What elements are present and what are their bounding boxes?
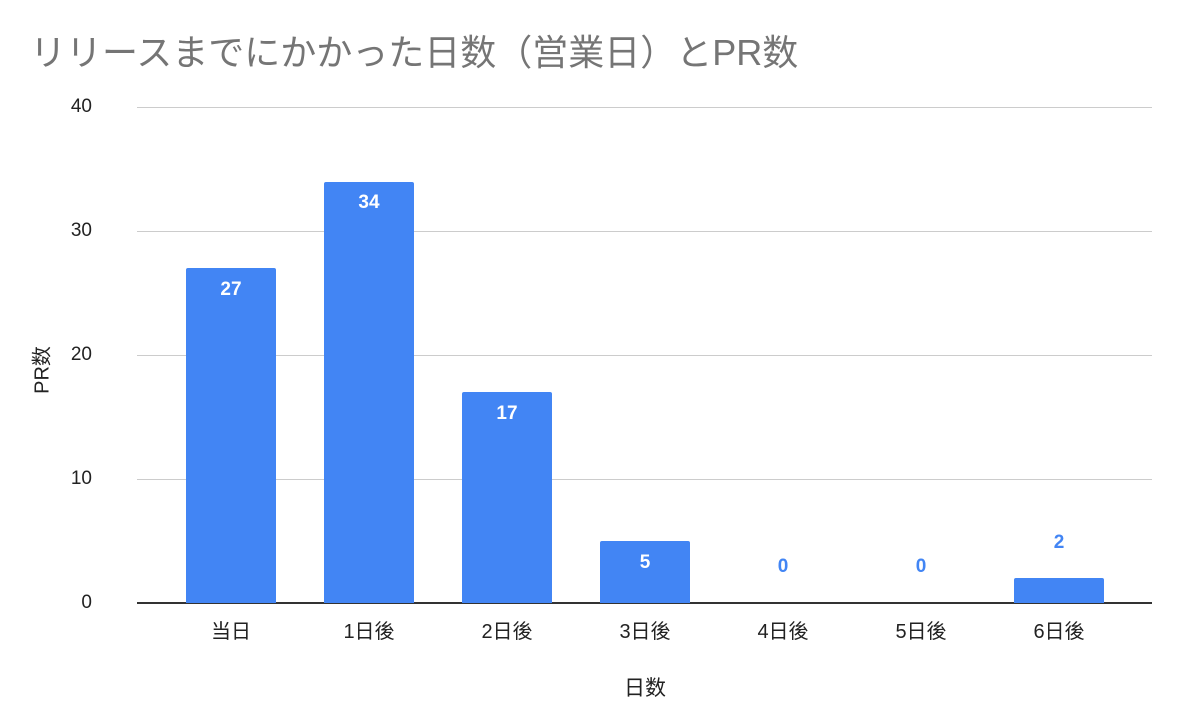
gridline-40: [137, 107, 1152, 108]
data-label: 34: [358, 192, 380, 213]
chart-title: リリースまでにかかった日数（営業日）とPR数: [30, 32, 799, 73]
x-axis-label: 日数: [624, 677, 666, 700]
y-axis-label: PR数: [31, 346, 54, 394]
data-label: 17: [496, 403, 518, 424]
y-tick: 0: [81, 592, 92, 613]
y-tick: 20: [70, 344, 92, 365]
plot-area: 40 30 20 10 0 27 34 17 5 0 0 2 当日 1日後 2日…: [71, 96, 1152, 643]
x-axis-line: [137, 602, 1152, 604]
x-tick: 4日後: [757, 621, 809, 643]
y-tick: 30: [70, 220, 92, 241]
bar-day0[interactable]: [186, 268, 276, 603]
gridline-30: [137, 231, 1152, 232]
gridline-10: [137, 479, 1152, 480]
x-tick: 当日: [211, 621, 251, 643]
x-tick: 2日後: [481, 621, 533, 643]
x-tick: 3日後: [619, 621, 671, 643]
x-tick: 6日後: [1033, 621, 1085, 643]
y-tick: 10: [70, 468, 92, 489]
bar-day1[interactable]: [324, 182, 414, 603]
data-label: 5: [639, 552, 651, 573]
gridline-20: [137, 355, 1152, 356]
bar-day2[interactable]: [462, 392, 552, 603]
data-label: 2: [1053, 532, 1065, 553]
y-tick: 40: [70, 96, 92, 117]
data-label: 0: [915, 556, 927, 577]
data-label: 0: [777, 556, 789, 577]
data-label: 27: [220, 279, 242, 300]
x-tick: 1日後: [343, 621, 395, 643]
bar-day3[interactable]: [600, 541, 690, 603]
bar-day6[interactable]: [1014, 578, 1104, 603]
x-tick: 5日後: [895, 621, 947, 643]
